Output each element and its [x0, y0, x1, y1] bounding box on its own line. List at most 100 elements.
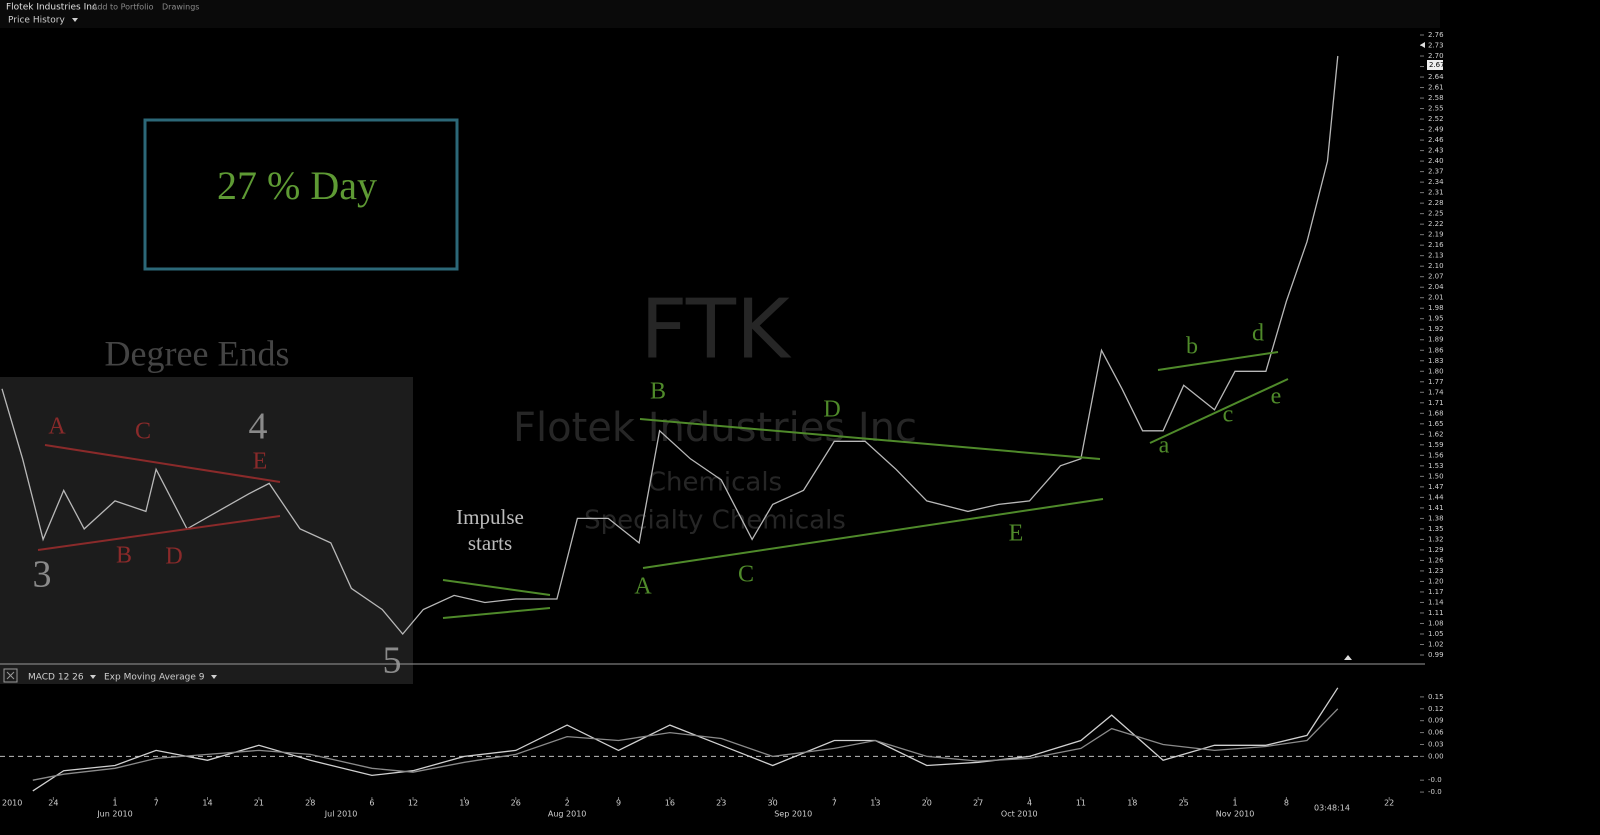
- green-label: A: [634, 574, 652, 600]
- last-price-tag: [1427, 60, 1443, 70]
- y-tick-label: -0.0: [1428, 776, 1442, 784]
- wave-labels: 3 4 5 A B C D E Impulse starts A B C D E…: [33, 321, 1282, 682]
- x-tick-label: 30: [768, 799, 778, 808]
- y-tick-label: 0.06: [1428, 729, 1444, 737]
- y-tick-label: 1.59: [1428, 441, 1444, 449]
- y-tick-label: 1.92: [1428, 325, 1444, 333]
- price-pointer: [1420, 42, 1425, 48]
- month-label: Nov 2010: [1216, 810, 1255, 819]
- trendline: [639, 418, 1101, 460]
- green-label: e: [1271, 384, 1282, 410]
- watermark-sector: Chemicals: [648, 468, 782, 498]
- last-price-label: 2.67: [1429, 61, 1445, 69]
- month-label: Aug 2010: [548, 810, 587, 819]
- add-portfolio-link[interactable]: Add to Portfolio: [92, 3, 154, 12]
- info-box-text: 27 % Day: [217, 163, 377, 208]
- green-label: D: [823, 397, 840, 423]
- green-trendlines: [442, 351, 1289, 619]
- month-label: Jul 2010: [324, 810, 358, 819]
- y-tick-label: 2.49: [1428, 126, 1444, 134]
- degree-label: Degree Ends: [105, 333, 290, 373]
- impulse-label: Impulse: [456, 505, 524, 529]
- y-tick-label: 1.95: [1428, 315, 1444, 323]
- y-tick-label: 1.38: [1428, 514, 1444, 522]
- y-tick-label: 2.64: [1428, 73, 1444, 81]
- trendline: [1149, 378, 1289, 444]
- y-tick-label: 1.47: [1428, 483, 1444, 491]
- trendline: [1157, 351, 1279, 371]
- y-tick-label: 2.07: [1428, 273, 1444, 281]
- toolbar: [0, 0, 1440, 28]
- menu-arrow: [211, 675, 217, 679]
- y-tick-label: 1.08: [1428, 619, 1444, 627]
- month-label: Oct 2010: [1001, 810, 1038, 819]
- x-tick-label: 2: [565, 799, 570, 808]
- series-line: [32, 708, 1339, 781]
- y-tick-label: 2.10: [1428, 262, 1444, 270]
- green-label: a: [1159, 433, 1170, 459]
- drawings-link[interactable]: Drawings: [162, 3, 199, 12]
- y-tick-label: 2.34: [1428, 178, 1444, 186]
- x-tick-label: 18: [1127, 799, 1137, 808]
- y-tick-label: 2.70: [1428, 52, 1444, 60]
- green-label: b: [1186, 334, 1198, 360]
- y-tick-label: 2.19: [1428, 231, 1444, 239]
- y-tick-label: 2.40: [1428, 157, 1444, 165]
- signal-legend[interactable]: Exp Moving Average 9: [104, 673, 205, 683]
- y-tick-label: 1.41: [1428, 504, 1444, 512]
- y-tick-label: 0.12: [1428, 705, 1444, 713]
- y-tick-label: 1.89: [1428, 336, 1444, 344]
- x-tick-label: 21: [254, 799, 264, 808]
- green-label: B: [650, 379, 666, 405]
- collapse-arrow[interactable]: [1344, 655, 1352, 660]
- x-tick-label: 8: [1284, 799, 1289, 808]
- wave-label: 3: [33, 554, 52, 596]
- y-tick-label: 1.86: [1428, 346, 1444, 354]
- trendline: [37, 515, 281, 551]
- menu-arrow: [90, 675, 96, 679]
- y-tick-label: 2.52: [1428, 115, 1444, 123]
- red-label: D: [165, 544, 182, 570]
- x-tick-label: 7: [832, 799, 837, 808]
- y-tick-label: 2.73: [1428, 42, 1444, 50]
- y-tick-label: 1.05: [1428, 630, 1444, 638]
- y-tick-label: 1.53: [1428, 462, 1444, 470]
- y-tick-label: 2.58: [1428, 94, 1444, 102]
- watermark-industry: Specialty Chemicals: [584, 506, 846, 536]
- x-tick-label: 24: [48, 799, 58, 808]
- trendline: [442, 579, 551, 596]
- x-tick-label: 16: [665, 799, 675, 808]
- x-tick-label: 1: [112, 799, 117, 808]
- green-label: C: [738, 562, 754, 588]
- x-tick-label: 12: [408, 799, 418, 808]
- macd-legend[interactable]: MACD 12 26: [28, 673, 84, 683]
- y-tick-label: 1.71: [1428, 399, 1444, 407]
- x-tick-label: 9: [616, 799, 621, 808]
- y-tick-label: 0.03: [1428, 740, 1444, 748]
- y-tick-label: 2.55: [1428, 105, 1444, 113]
- y-tick-label: 1.74: [1428, 388, 1444, 396]
- close-indicator[interactable]: [3, 668, 18, 683]
- y-tick-label: 2.76: [1428, 31, 1444, 39]
- y-tick-label: 1.14: [1428, 598, 1444, 606]
- x-tick-label: 7: [154, 799, 159, 808]
- y-tick-label: 1.56: [1428, 451, 1444, 459]
- red-label: C: [135, 419, 151, 445]
- series-line: [1, 55, 1339, 636]
- price-history-menu[interactable]: Price History: [8, 16, 66, 26]
- y-tick-label: 1.77: [1428, 378, 1444, 386]
- y-tick-label: 1.35: [1428, 525, 1444, 533]
- y-tick-label: 2.25: [1428, 210, 1444, 218]
- y-tick-label: 2.28: [1428, 199, 1444, 207]
- y-tick-label: 2.01: [1428, 294, 1444, 302]
- x-tick-label: 13: [870, 799, 880, 808]
- x-tick-label: 23: [716, 799, 726, 808]
- wave-label: 4: [249, 406, 268, 448]
- x-tick-label: 20: [922, 799, 932, 808]
- y-tick-label: 1.11: [1428, 609, 1444, 617]
- company-name: Flotek Industries Inc: [6, 3, 97, 13]
- impulse-label: starts: [468, 531, 512, 555]
- month-label: Sep 2010: [774, 810, 812, 819]
